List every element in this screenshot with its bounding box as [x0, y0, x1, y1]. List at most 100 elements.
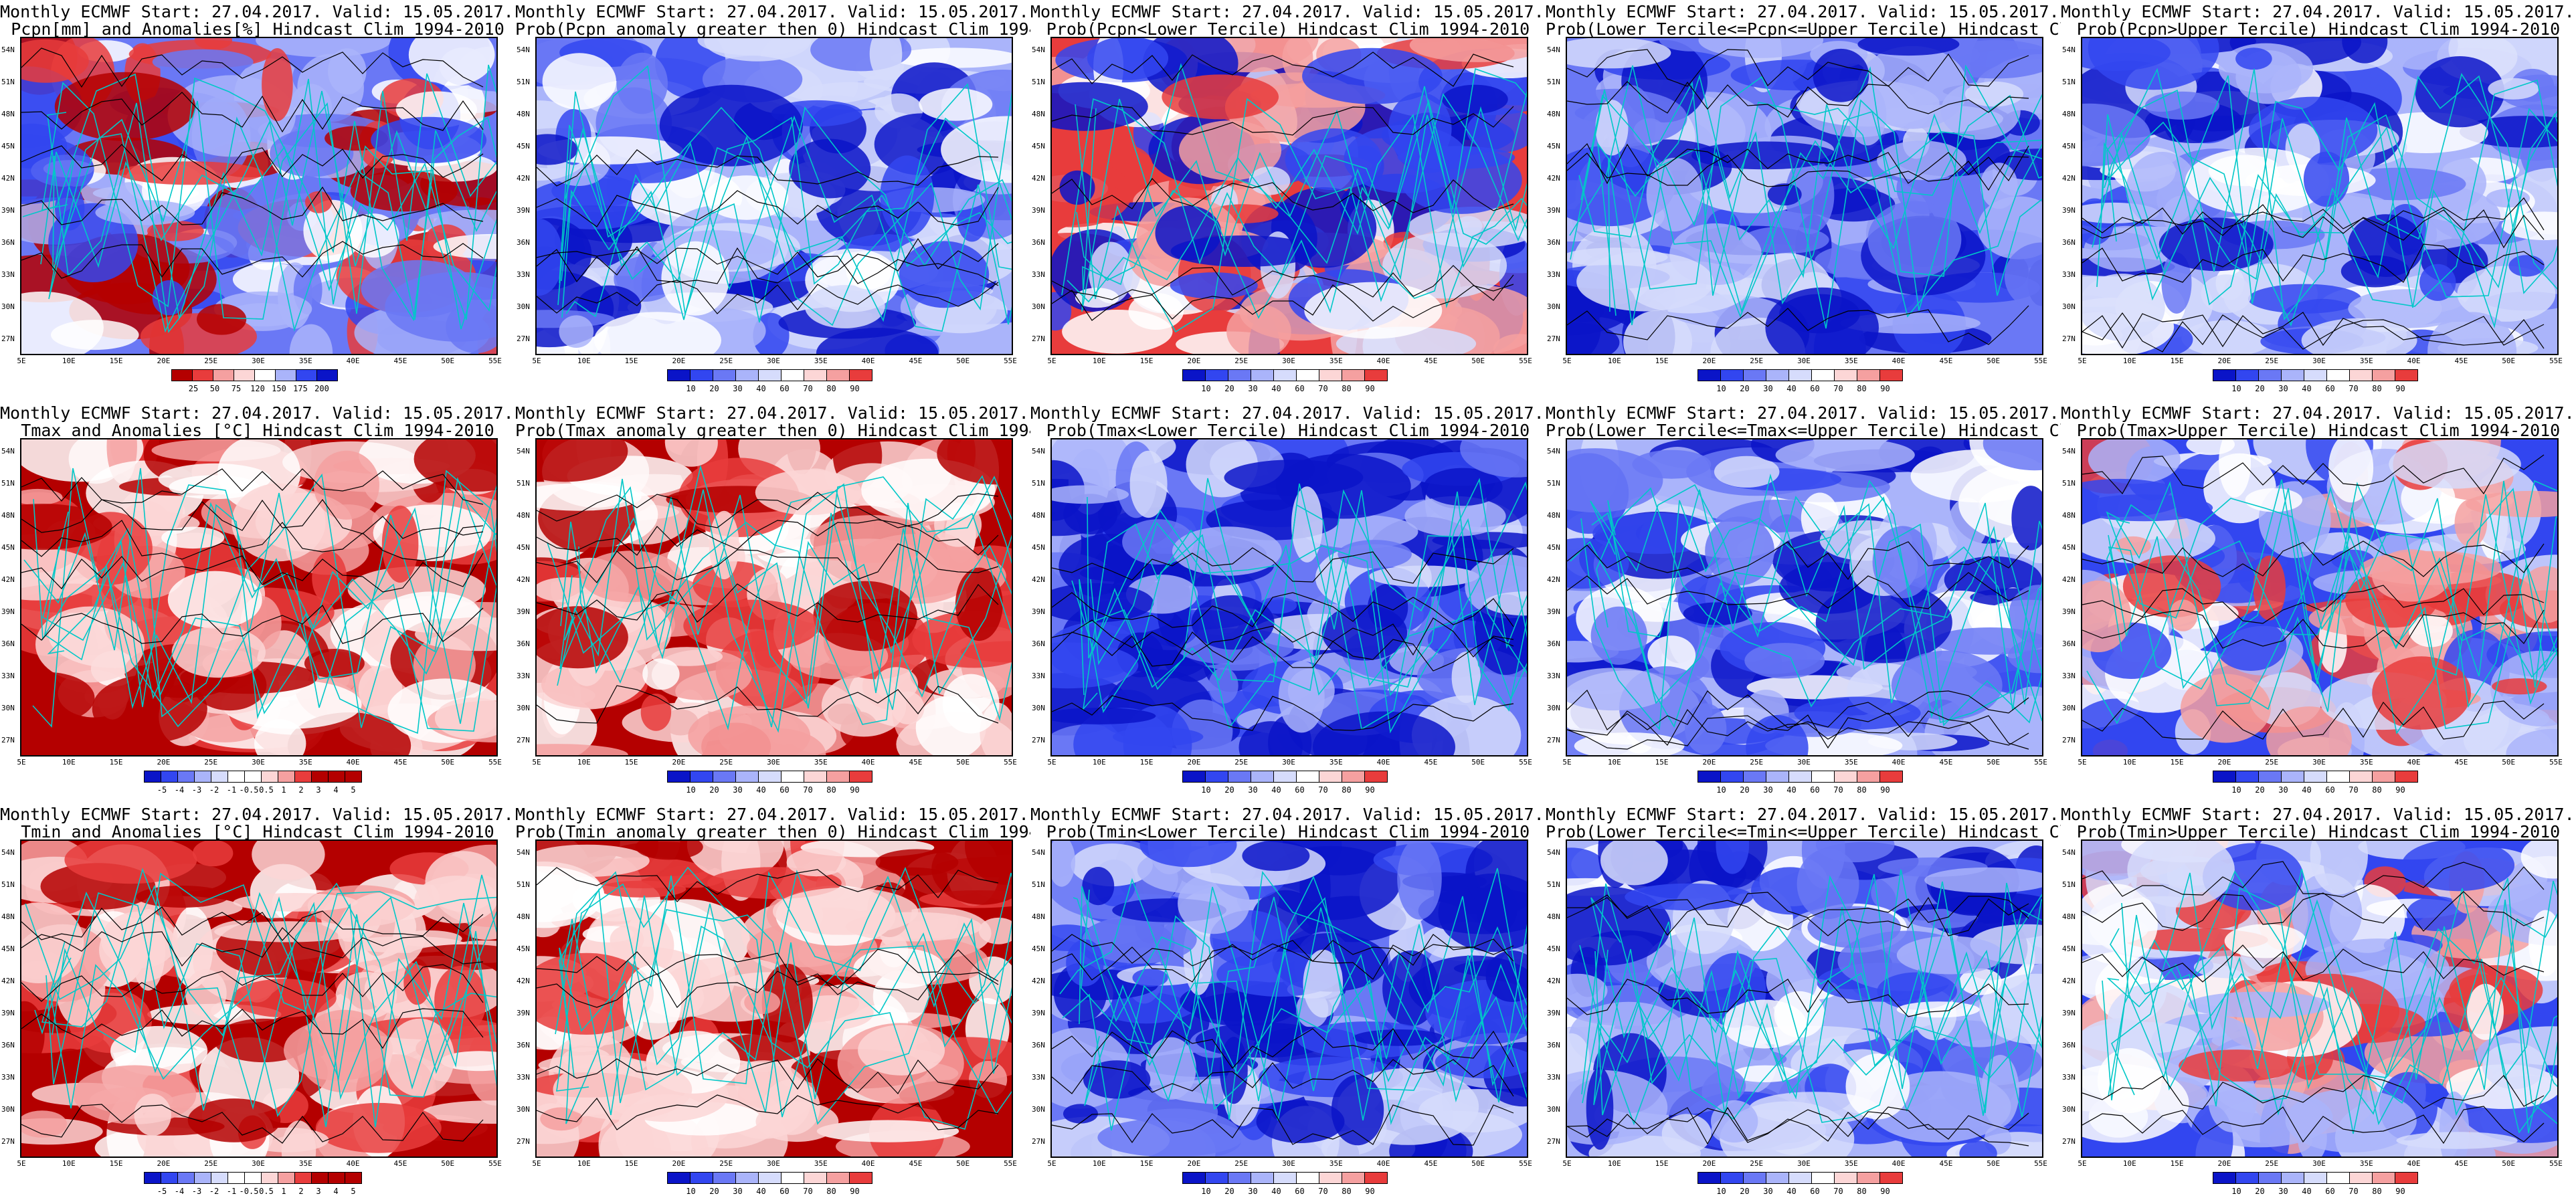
colorbar-tick-label: -1	[226, 1187, 237, 1196]
latitude-label: 54N	[2062, 848, 2076, 857]
colorbar-tick-label: 60	[2325, 785, 2335, 795]
panel-title: Prob(Lower Tercile<=Tmin<=Upper Tercile)…	[1546, 822, 2061, 841]
latitude-label: 36N	[2062, 238, 2076, 247]
longitude-label: 45E	[1939, 1159, 1953, 1168]
panel-title: Prob(Tmax<Lower Tercile) Hindcast Clim 1…	[1046, 421, 1530, 440]
colorbar-tick-label: 90	[850, 384, 860, 393]
colorbar	[1697, 369, 1903, 381]
panel-date-line: Monthly ECMWF Start: 27.04.2017. Valid: …	[1030, 805, 1546, 824]
longitude-label: 55E	[488, 1159, 502, 1168]
longitude-label: 10E	[62, 357, 76, 365]
colorbar-tick-label: 60	[1810, 1187, 1820, 1196]
longitude-label: 35E	[1329, 357, 1343, 365]
latitude-label: 51N	[1547, 479, 1560, 488]
colorbar-tick-label: 60	[1295, 785, 1305, 795]
colorbar-swatch	[192, 369, 213, 381]
colorbar-tick-label: 40	[1786, 1187, 1797, 1196]
colorbar-swatch	[666, 771, 691, 783]
latitude-label: 54N	[517, 45, 530, 54]
colorbar-swatch	[261, 1172, 278, 1184]
panel-title: Pcpn[mm] and Anomalies[%] Hindcast Clim …	[11, 19, 504, 39]
panel-date-line: Monthly ECMWF Start: 27.04.2017. Valid: …	[1546, 805, 2061, 824]
colorbar-tick-label: 80	[1857, 785, 1867, 795]
latitude-label: 54N	[517, 848, 530, 857]
colorbar-tick-label: 60	[1810, 785, 1820, 795]
latitude-label: 39N	[517, 1009, 530, 1017]
longitude-label: 45E	[909, 357, 923, 365]
latitude-label: 36N	[1547, 238, 1560, 247]
longitude-label: 10E	[1607, 1159, 1621, 1168]
colorbar-tick-label: 3	[316, 785, 321, 795]
longitude-label: 50E	[2502, 1159, 2516, 1168]
latitude-label: 45N	[517, 142, 530, 150]
longitude-label: 15E	[1655, 1159, 1669, 1168]
colorbar-tick-label: 60	[1295, 1187, 1305, 1196]
longitude-label: 55E	[2034, 1159, 2047, 1168]
latitude-label: 42N	[1547, 174, 1560, 183]
forecast-map	[1566, 37, 2043, 355]
colorbar-tick-label: -5	[157, 1187, 167, 1196]
colorbar-swatch	[1833, 1172, 1857, 1184]
colorbar-tick-label: 1	[281, 785, 286, 795]
colorbar-swatch	[2280, 1172, 2304, 1184]
longitude-label: 35E	[298, 758, 312, 767]
panel-title: Prob(Tmax>Upper Tercile) Hindcast Clim 1…	[2076, 421, 2561, 440]
latitude-label: 27N	[1547, 334, 1560, 343]
longitude-label: 20E	[2217, 357, 2231, 365]
longitude-label: 30E	[1797, 1159, 1811, 1168]
colorbar-tick-label: 10	[1201, 1187, 1211, 1196]
colorbar-swatch	[296, 369, 317, 381]
colorbar	[1182, 1172, 1388, 1184]
longitude-label: 40E	[346, 758, 360, 767]
longitude-label: 35E	[1329, 1159, 1343, 1168]
longitude-label: 20E	[1187, 357, 1201, 365]
colorbar-swatch	[2258, 771, 2282, 783]
longitude-label: 20E	[1187, 1159, 1201, 1168]
longitude-label: 10E	[62, 1159, 76, 1168]
longitude-label: 5E	[2078, 1159, 2087, 1168]
longitude-label: 35E	[814, 1159, 828, 1168]
latitude-label: 27N	[517, 736, 530, 744]
latitude-label: 48N	[2062, 110, 2076, 118]
latitude-label: 33N	[1032, 270, 1045, 279]
longitude-label: 55E	[2549, 357, 2563, 365]
latitude-label: 45N	[1547, 142, 1560, 150]
colorbar-tick-label: 70	[2349, 384, 2359, 393]
colorbar-swatch	[1856, 369, 1880, 381]
colorbar-swatch	[1811, 369, 1835, 381]
colorbar-swatch	[1204, 369, 1228, 381]
longitude-label: 30E	[2312, 357, 2326, 365]
colorbar-swatch	[2212, 369, 2236, 381]
colorbar-swatch	[1720, 771, 1744, 783]
colorbar-swatch	[1697, 369, 1721, 381]
colorbar-swatch	[1765, 369, 1789, 381]
colorbar	[1182, 771, 1388, 783]
longitude-label: 25E	[1750, 357, 1764, 365]
colorbar-tick-label: 80	[1342, 384, 1352, 393]
longitude-label: 30E	[767, 1159, 780, 1168]
colorbar-swatch	[2280, 369, 2304, 381]
colorbar-tick-label: 40	[2302, 785, 2312, 795]
colorbar-swatch	[1341, 369, 1365, 381]
panel-title: Tmax and Anomalies [°C] Hindcast Clim 19…	[21, 421, 494, 440]
latitude-label: 39N	[1547, 206, 1560, 215]
latitude-label: 48N	[1, 912, 15, 921]
longitude-label: 20E	[672, 758, 686, 767]
colorbar-swatch	[2349, 771, 2373, 783]
panel-date-line: Monthly ECMWF Start: 27.04.2017. Valid: …	[515, 403, 1030, 423]
longitude-label: 25E	[204, 758, 218, 767]
colorbar-swatch	[1833, 771, 1857, 783]
colorbar-tick-label: 20	[709, 785, 719, 795]
colorbar-tick-label: 60	[1810, 384, 1820, 393]
colorbar-tick-label: 200	[314, 384, 329, 393]
colorbar	[666, 369, 872, 381]
longitude-label: 40E	[2407, 758, 2421, 767]
longitude-label: 20E	[157, 758, 171, 767]
colorbar-swatch	[735, 1172, 759, 1184]
longitude-label: 30E	[767, 758, 780, 767]
latitude-label: 45N	[2062, 543, 2076, 552]
longitude-label: 20E	[1187, 758, 1201, 767]
colorbar-swatch	[1204, 771, 1228, 783]
latitude-label: 30N	[1547, 1105, 1560, 1114]
longitude-label: 40E	[346, 357, 360, 365]
